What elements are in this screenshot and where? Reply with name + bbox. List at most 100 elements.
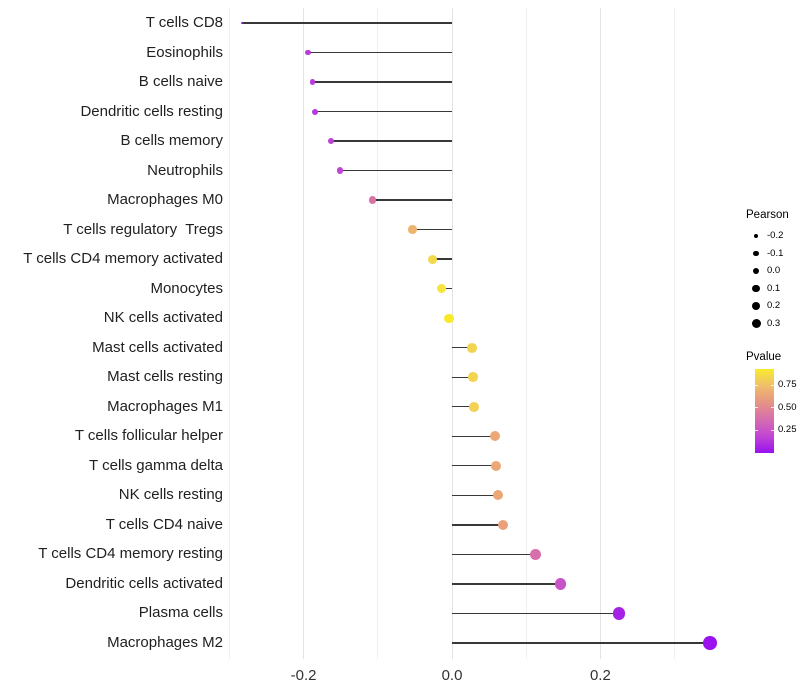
lollipop-stem xyxy=(452,524,504,526)
y-axis-label: Dendritic cells activated xyxy=(65,574,223,592)
major-gridline xyxy=(303,8,305,659)
lollipop-stem xyxy=(441,287,452,290)
lollipop-stem xyxy=(372,199,452,201)
lollipop-stem xyxy=(452,376,473,378)
size-legend-dot xyxy=(752,284,760,293)
lollipop-point xyxy=(408,225,417,234)
colorbar-tick xyxy=(771,429,774,431)
y-axis-label: Macrophages M0 xyxy=(107,191,223,209)
minor-gridline xyxy=(228,8,230,659)
colorbar-tick xyxy=(771,384,774,386)
x-tick-label: -0.2 xyxy=(290,667,317,684)
size-legend-dot xyxy=(751,319,761,328)
size-legend-label: 0.2 xyxy=(767,300,781,311)
lollipop-stem xyxy=(308,51,452,54)
colorbar-tick xyxy=(755,384,758,386)
lollipop-stem xyxy=(452,612,619,615)
lollipop-point xyxy=(428,254,438,264)
size-legend-title: Pearson xyxy=(746,209,789,221)
y-axis-label: Dendritic cells resting xyxy=(80,102,223,120)
size-legend-dot xyxy=(753,233,759,239)
lollipop-stem xyxy=(339,169,452,172)
size-legend-label: 0.1 xyxy=(767,282,781,294)
size-legend-label: 0.3 xyxy=(767,317,781,329)
major-gridline xyxy=(451,8,453,659)
y-axis-label: NK cells activated xyxy=(103,309,223,327)
lollipop-stem xyxy=(452,406,475,408)
y-axis-label: Eosinophils xyxy=(146,43,223,61)
minor-gridline xyxy=(525,8,527,659)
lollipop-stem xyxy=(452,553,536,556)
lollipop-point xyxy=(444,313,454,323)
y-axis-label: Plasma cells xyxy=(138,604,223,622)
colorbar-tick-label: 0.25 xyxy=(778,424,797,436)
colorbar-tick xyxy=(755,407,758,409)
lollipop-point xyxy=(554,578,566,590)
lollipop-point xyxy=(336,167,344,174)
color-legend-title: Pvalue xyxy=(746,351,782,363)
lollipop-stem xyxy=(312,81,452,83)
lollipop-stem xyxy=(331,140,452,142)
lollipop-point xyxy=(530,548,542,560)
y-axis-label: T cells follicular helper xyxy=(74,427,223,445)
lollipop-stem xyxy=(432,258,452,260)
size-legend-label: 0.0 xyxy=(767,265,781,276)
y-axis-label: B cells memory xyxy=(120,132,223,150)
lollipop-stem xyxy=(452,583,561,585)
lollipop-point xyxy=(498,519,509,530)
lollipop-point xyxy=(327,137,335,145)
y-axis-label: T cells CD4 memory activated xyxy=(23,250,223,268)
y-axis-label: T cells regulatory Tregs xyxy=(63,220,223,238)
x-tick-label: 0.2 xyxy=(589,667,611,684)
lollipop-stem xyxy=(314,110,452,113)
y-axis-label: Macrophages M2 xyxy=(107,633,223,651)
x-tick-label: 0.0 xyxy=(441,667,463,684)
size-legend-dot xyxy=(753,250,759,257)
colorbar-tick xyxy=(755,429,758,431)
lollipop-point xyxy=(612,607,626,620)
y-axis-label: NK cells resting xyxy=(118,486,223,504)
y-axis-label: T cells CD8 xyxy=(145,14,223,31)
lollipop-stem xyxy=(412,228,452,231)
lollipop-stem xyxy=(452,642,711,644)
major-gridline xyxy=(599,8,601,659)
lollipop-point xyxy=(489,431,501,442)
colorbar-tick-label: 0.75 xyxy=(778,379,797,391)
y-axis-label: Macrophages M1 xyxy=(107,397,223,415)
lollipop-point xyxy=(305,49,311,56)
y-axis-label: Monocytes xyxy=(150,279,223,297)
y-axis-label: T cells CD4 memory resting xyxy=(38,545,223,563)
lollipop-stem xyxy=(452,465,496,467)
lollipop-point xyxy=(490,460,501,471)
lollipop-point xyxy=(437,284,447,294)
pvalue-colorbar xyxy=(755,369,774,453)
y-axis-label: T cells gamma delta xyxy=(89,456,223,474)
lollipop-point xyxy=(368,196,377,204)
y-axis-label: Mast cells resting xyxy=(107,368,223,386)
y-axis-label: Neutrophils xyxy=(147,161,223,179)
lollipop-point xyxy=(311,108,318,115)
y-axis-label: Mast cells activated xyxy=(92,338,223,356)
lollipop-stem xyxy=(452,435,496,437)
lollipop-stem xyxy=(242,22,452,24)
lollipop-point xyxy=(467,372,478,383)
colorbar-tick-label: 0.50 xyxy=(778,401,797,413)
size-legend-dot xyxy=(752,267,760,275)
lollipop-point xyxy=(309,79,316,85)
minor-gridline xyxy=(377,8,379,659)
colorbar-tick xyxy=(771,407,774,409)
lollipop-point xyxy=(467,342,477,353)
size-legend-label: -0.2 xyxy=(767,230,784,241)
lollipop-point xyxy=(703,636,717,650)
lollipop-stem xyxy=(452,347,473,349)
y-axis-label: B cells naive xyxy=(138,73,223,91)
minor-gridline xyxy=(674,8,676,659)
lollipop-stem xyxy=(452,494,498,496)
lollipop-point xyxy=(469,401,480,412)
size-legend-label: -0.1 xyxy=(767,247,784,259)
lollipop-point xyxy=(492,490,504,501)
y-axis-label: T cells CD4 naive xyxy=(105,515,223,533)
size-legend-dot xyxy=(751,301,761,311)
lollipop-point xyxy=(240,21,244,25)
